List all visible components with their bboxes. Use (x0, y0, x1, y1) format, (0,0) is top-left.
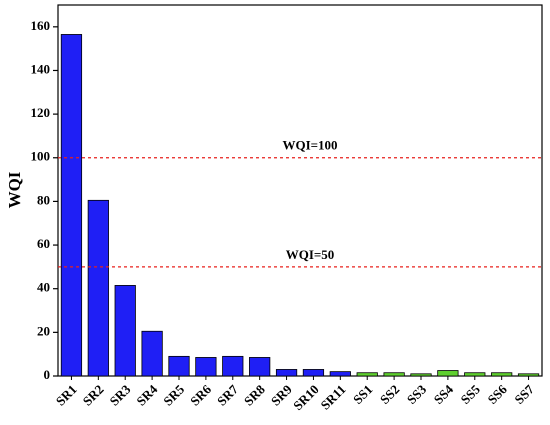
x-tick-label: SR5 (160, 381, 187, 408)
y-tick-label: 80 (37, 192, 50, 207)
x-tick-label: SS4 (431, 381, 457, 407)
x-tick-label: SR6 (187, 381, 214, 408)
x-tick-label: SR7 (214, 381, 241, 408)
y-tick-label: 40 (37, 280, 50, 295)
x-tick-label: SR1 (53, 382, 80, 409)
x-tick-label: SR3 (106, 381, 133, 408)
bar (141, 330, 163, 377)
bar (356, 372, 378, 377)
bar (195, 357, 217, 377)
bar (437, 370, 459, 377)
bar (168, 355, 190, 377)
x-tick-label: SS1 (350, 382, 375, 407)
x-tick-label: SS5 (458, 381, 484, 407)
x-tick-label: SR2 (80, 382, 107, 409)
x-tick-label: SR11 (318, 382, 349, 413)
bar (410, 373, 432, 377)
x-tick-label: SR4 (133, 381, 160, 408)
y-axis-label: WQI (5, 171, 24, 208)
bar (275, 369, 298, 377)
bar (517, 373, 540, 377)
y-tick-label: 100 (31, 149, 51, 164)
bar (249, 357, 271, 377)
bar (87, 199, 109, 377)
y-tick-label: 140 (31, 61, 51, 76)
reference-label: WQI=50 (286, 247, 335, 262)
x-tick-label: SR10 (290, 382, 322, 414)
bar (60, 34, 83, 377)
x-tick-label: SS2 (377, 382, 402, 407)
reference-label: WQI=100 (282, 138, 337, 153)
bar (464, 372, 486, 377)
y-tick-label: 60 (37, 236, 50, 251)
x-tick-label: SR8 (241, 381, 268, 408)
x-tick-label: SS3 (404, 381, 430, 407)
bar (329, 371, 351, 377)
bar (491, 372, 513, 377)
bar (114, 285, 136, 377)
bar (302, 369, 325, 377)
y-tick-label: 20 (37, 323, 50, 338)
x-tick-label: SS7 (511, 381, 537, 407)
y-tick-label: 0 (44, 367, 51, 382)
bar (222, 355, 244, 377)
plot-frame (57, 4, 543, 377)
y-tick-label: 120 (31, 105, 51, 120)
y-tick-label: 160 (31, 18, 51, 33)
x-tick-label: SS6 (484, 381, 510, 407)
bar (383, 372, 405, 377)
